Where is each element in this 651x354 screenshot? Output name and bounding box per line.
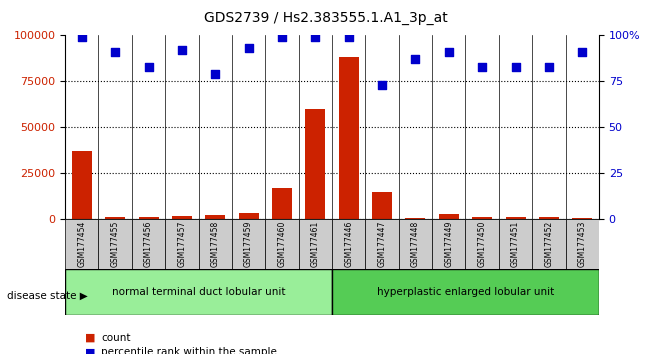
- FancyBboxPatch shape: [199, 219, 232, 269]
- Bar: [238, 213, 258, 219]
- Point: [410, 57, 421, 62]
- Text: GSM177448: GSM177448: [411, 221, 420, 267]
- Bar: [372, 192, 392, 219]
- Text: ■: ■: [85, 347, 95, 354]
- Text: GSM177460: GSM177460: [277, 221, 286, 268]
- Point: [510, 64, 521, 69]
- Bar: [139, 217, 159, 219]
- FancyBboxPatch shape: [465, 219, 499, 269]
- FancyBboxPatch shape: [266, 219, 299, 269]
- Text: GSM177454: GSM177454: [77, 221, 87, 268]
- Bar: [406, 218, 425, 219]
- Text: GSM177451: GSM177451: [511, 221, 520, 267]
- FancyBboxPatch shape: [299, 219, 332, 269]
- FancyBboxPatch shape: [65, 219, 98, 269]
- Bar: [205, 216, 225, 219]
- Text: GSM177459: GSM177459: [244, 221, 253, 268]
- Point: [277, 34, 287, 40]
- Bar: [105, 217, 125, 219]
- Text: normal terminal duct lobular unit: normal terminal duct lobular unit: [112, 287, 285, 297]
- Bar: [439, 214, 459, 219]
- Point: [143, 64, 154, 69]
- FancyBboxPatch shape: [398, 219, 432, 269]
- Bar: [572, 218, 592, 219]
- Text: GSM177450: GSM177450: [478, 221, 487, 268]
- FancyBboxPatch shape: [332, 269, 599, 315]
- FancyBboxPatch shape: [165, 219, 199, 269]
- Text: GSM177452: GSM177452: [544, 221, 553, 267]
- Bar: [539, 217, 559, 219]
- Point: [544, 64, 554, 69]
- Bar: [272, 188, 292, 219]
- Point: [110, 49, 120, 55]
- Bar: [305, 109, 326, 219]
- FancyBboxPatch shape: [499, 219, 532, 269]
- Text: GSM177457: GSM177457: [177, 221, 186, 268]
- Bar: [505, 217, 525, 219]
- Point: [176, 47, 187, 53]
- FancyBboxPatch shape: [332, 219, 365, 269]
- Text: GSM177446: GSM177446: [344, 221, 353, 268]
- Point: [377, 82, 387, 88]
- Text: GSM177449: GSM177449: [444, 221, 453, 268]
- Point: [210, 71, 221, 77]
- Text: GSM177458: GSM177458: [211, 221, 220, 267]
- Text: percentile rank within the sample: percentile rank within the sample: [101, 347, 277, 354]
- FancyBboxPatch shape: [132, 219, 165, 269]
- FancyBboxPatch shape: [232, 219, 266, 269]
- Text: GSM177453: GSM177453: [577, 221, 587, 268]
- Text: hyperplastic enlarged lobular unit: hyperplastic enlarged lobular unit: [377, 287, 554, 297]
- Text: count: count: [101, 333, 130, 343]
- Point: [243, 45, 254, 51]
- Text: GSM177461: GSM177461: [311, 221, 320, 267]
- FancyBboxPatch shape: [432, 219, 465, 269]
- Point: [443, 49, 454, 55]
- Text: GSM177447: GSM177447: [378, 221, 387, 268]
- Point: [477, 64, 488, 69]
- Point: [77, 34, 87, 40]
- Bar: [172, 216, 192, 219]
- Point: [344, 34, 354, 40]
- Point: [310, 34, 320, 40]
- FancyBboxPatch shape: [566, 219, 599, 269]
- Bar: [472, 217, 492, 219]
- Bar: [339, 57, 359, 219]
- Bar: [72, 152, 92, 219]
- FancyBboxPatch shape: [532, 219, 566, 269]
- FancyBboxPatch shape: [98, 219, 132, 269]
- Text: GDS2739 / Hs2.383555.1.A1_3p_at: GDS2739 / Hs2.383555.1.A1_3p_at: [204, 11, 447, 25]
- Text: GSM177455: GSM177455: [111, 221, 120, 268]
- Text: GSM177456: GSM177456: [144, 221, 153, 268]
- Point: [577, 49, 587, 55]
- FancyBboxPatch shape: [65, 269, 332, 315]
- Text: disease state ▶: disease state ▶: [7, 291, 87, 301]
- Text: ■: ■: [85, 333, 95, 343]
- FancyBboxPatch shape: [365, 219, 398, 269]
